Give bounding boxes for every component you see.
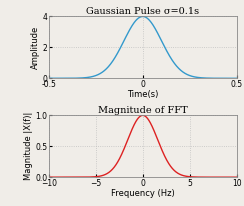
- Title: Magnitude of FFT: Magnitude of FFT: [98, 106, 188, 115]
- Title: Gaussian Pulse σ=0.1s: Gaussian Pulse σ=0.1s: [86, 7, 199, 16]
- X-axis label: Frequency (Hz): Frequency (Hz): [111, 189, 175, 198]
- Y-axis label: Amplitude: Amplitude: [31, 26, 40, 69]
- Y-axis label: Magnitude |X(f)|: Magnitude |X(f)|: [23, 112, 32, 180]
- X-axis label: Time(s): Time(s): [127, 90, 158, 99]
